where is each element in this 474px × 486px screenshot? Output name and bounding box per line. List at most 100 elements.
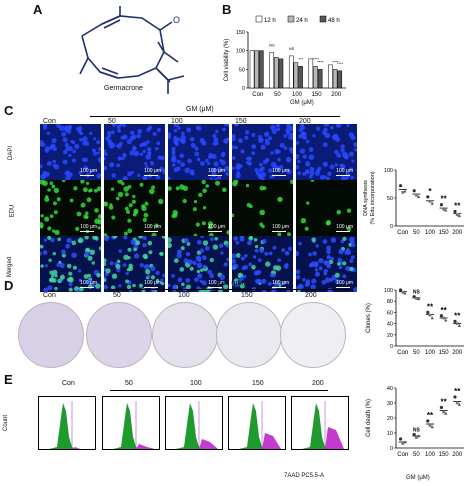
cell-nucleus bbox=[104, 262, 107, 267]
cell-nucleus bbox=[305, 161, 311, 167]
cell-nucleus bbox=[321, 280, 327, 285]
cell-nucleus bbox=[122, 152, 127, 158]
cell-nucleus bbox=[201, 221, 206, 226]
cell-nucleus bbox=[65, 175, 71, 180]
y-tick-label: 0 bbox=[390, 446, 393, 452]
bar bbox=[269, 52, 274, 89]
cell-nucleus bbox=[323, 268, 328, 274]
y-tick-label: 20 bbox=[387, 333, 393, 339]
bar bbox=[313, 66, 318, 89]
cell-nucleus bbox=[285, 156, 292, 163]
cell-nucleus bbox=[142, 149, 146, 154]
data-point bbox=[401, 290, 405, 294]
cell-nucleus bbox=[96, 186, 101, 192]
cell-nucleus bbox=[260, 138, 264, 142]
cell-nucleus bbox=[93, 137, 97, 141]
micrograph-cells bbox=[40, 180, 101, 236]
cell-nucleus bbox=[104, 149, 107, 154]
cell-nucleus bbox=[301, 131, 307, 137]
cell-nucleus bbox=[47, 161, 52, 166]
cell-nucleus bbox=[313, 262, 319, 268]
cell-nucleus bbox=[353, 287, 357, 292]
cell-nucleus bbox=[127, 218, 132, 223]
cell-nucleus bbox=[118, 249, 122, 253]
data-point bbox=[428, 313, 432, 317]
cell-nucleus bbox=[322, 175, 327, 180]
cell-nucleus bbox=[122, 176, 128, 180]
dna-synthesis-chart: 0 50 100 DNA synthesis (% Edu incorporation)… bbox=[363, 168, 464, 236]
cell-nucleus bbox=[134, 240, 141, 246]
cell-nucleus bbox=[172, 163, 176, 167]
cell-nucleus bbox=[51, 184, 56, 189]
cell-nucleus bbox=[309, 170, 315, 176]
cell-nucleus bbox=[296, 154, 300, 160]
cell-nucleus bbox=[171, 156, 177, 163]
cell-nucleus bbox=[232, 258, 237, 264]
germacrone-structure: O bbox=[79, 6, 185, 94]
cell-nucleus bbox=[212, 133, 217, 138]
cell-nucleus bbox=[65, 243, 71, 249]
cell-nucleus bbox=[239, 276, 244, 282]
cell-nucleus bbox=[209, 273, 215, 279]
cell-nucleus bbox=[232, 156, 236, 160]
cell-nucleus bbox=[118, 141, 123, 146]
cell-nucleus bbox=[306, 201, 310, 205]
row-label-merged: Merged bbox=[7, 256, 14, 278]
cell-nucleus bbox=[142, 236, 147, 241]
cell-nucleus bbox=[246, 161, 250, 165]
cell-nucleus bbox=[187, 158, 192, 164]
data-point bbox=[428, 199, 432, 203]
cell-nucleus bbox=[252, 255, 257, 259]
cell-nucleus bbox=[123, 236, 128, 240]
bar bbox=[328, 64, 333, 89]
cell-nucleus bbox=[276, 127, 281, 132]
cell-nucleus bbox=[97, 219, 101, 225]
cell-nucleus bbox=[104, 284, 108, 290]
colony-dish-50 bbox=[86, 302, 152, 368]
cell-nucleus bbox=[248, 262, 253, 267]
cell-nucleus bbox=[194, 151, 200, 157]
cell-nucleus bbox=[210, 237, 214, 242]
cell-nucleus bbox=[308, 154, 315, 160]
cell-nucleus bbox=[104, 258, 107, 263]
colony-dish-200 bbox=[280, 302, 346, 368]
data-point bbox=[403, 189, 407, 193]
cell-nucleus bbox=[232, 166, 235, 170]
cell-nucleus bbox=[94, 188, 98, 193]
cell-nucleus bbox=[248, 236, 254, 241]
cell-nucleus bbox=[130, 170, 134, 175]
cell-nucleus bbox=[207, 269, 212, 275]
data-point bbox=[415, 436, 418, 439]
cell-nucleus bbox=[78, 237, 84, 244]
cell-nucleus bbox=[196, 269, 201, 274]
cell-nucleus bbox=[255, 278, 260, 284]
micrograph-cells bbox=[232, 124, 293, 180]
x-tick-label: 150 bbox=[312, 92, 323, 98]
micrograph-edu-4: 100 μm bbox=[296, 180, 357, 236]
dead-tail bbox=[325, 427, 344, 449]
data-point bbox=[444, 318, 448, 322]
bar bbox=[249, 50, 255, 89]
cell-nucleus bbox=[171, 147, 176, 152]
cell-nucleus bbox=[42, 180, 48, 186]
cell-nucleus bbox=[109, 140, 113, 145]
cell-nucleus bbox=[121, 182, 125, 186]
cell-nucleus bbox=[40, 164, 43, 169]
dose-e-3: 150 bbox=[252, 380, 264, 387]
panel-label-c: C bbox=[4, 103, 14, 118]
cell-nucleus bbox=[254, 248, 259, 253]
cell-nucleus bbox=[187, 259, 193, 265]
live-peak bbox=[239, 403, 265, 449]
cell-nucleus bbox=[80, 202, 86, 208]
cell-nucleus bbox=[179, 267, 185, 272]
cell-nucleus bbox=[43, 287, 49, 292]
cell-nucleus bbox=[311, 237, 316, 243]
cell-nucleus bbox=[261, 278, 267, 284]
cell-nucleus bbox=[61, 253, 66, 258]
data-point bbox=[457, 324, 461, 328]
cell-nucleus bbox=[117, 191, 124, 198]
cell-nucleus bbox=[144, 162, 148, 166]
cell-nucleus bbox=[245, 183, 250, 188]
cell-nucleus bbox=[199, 137, 205, 144]
cell-nucleus bbox=[143, 255, 148, 260]
